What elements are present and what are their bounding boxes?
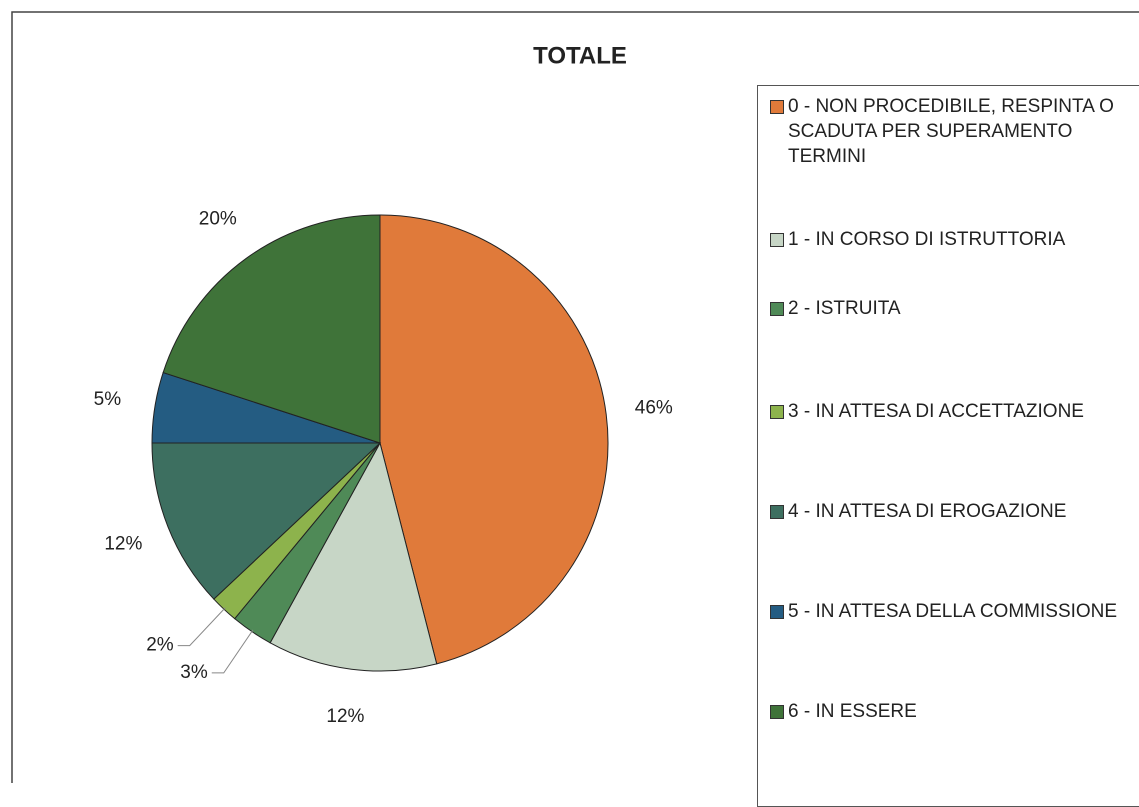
- legend-swatch: [770, 405, 784, 419]
- chart: TOTALE 46% 12% 3% 2% 12% 5% 20%: [11, 11, 1139, 783]
- pie-slice: [269, 441, 438, 672]
- legend-swatch: [770, 302, 784, 316]
- leader-line: [177, 607, 226, 647]
- legend-label: 4 - IN ATTESA DI EROGAZIONE: [788, 501, 1067, 522]
- legend-label: 1 - IN CORSO DI ISTRUTTORIA: [788, 229, 1066, 250]
- legend-swatch: [770, 605, 784, 619]
- data-label: 2%: [146, 635, 174, 656]
- data-label: 12%: [326, 706, 364, 727]
- legend-item: 1 - IN CORSO DI ISTRUTTORIA: [770, 227, 1139, 252]
- data-label: 20%: [199, 209, 237, 230]
- legend-label: 5 - IN ATTESA DELLA COMMISSIONE: [788, 601, 1118, 622]
- data-label: 5%: [94, 389, 122, 410]
- legend-label: 6 - IN ESSERE: [788, 701, 917, 722]
- page: {"chart_data": {"type": "pie", "title": …: [11, 11, 1139, 807]
- legend-item: 2 - ISTRUITA: [770, 296, 1139, 321]
- legend-item: 0 - NON PROCEDIBILE, RESPINTA O SCADUTA …: [770, 94, 1139, 169]
- data-label: 3%: [180, 662, 208, 683]
- legend: 0 - NON PROCEDIBILE, RESPINTA O SCADUTA …: [757, 85, 1139, 807]
- legend-swatch: [770, 100, 784, 114]
- legend-label: 0 - NON PROCEDIBILE, RESPINTA O SCADUTA …: [788, 96, 1114, 167]
- pie-slice: [379, 214, 609, 665]
- legend-item: 3 - IN ATTESA DI ACCETTAZIONE: [770, 399, 1139, 424]
- legend-label: 2 - ISTRUITA: [788, 298, 901, 319]
- data-label: 12%: [104, 534, 142, 555]
- legend-swatch: [770, 505, 784, 519]
- legend-swatch: [770, 233, 784, 247]
- legend-swatch: [770, 705, 784, 719]
- data-label: 46%: [635, 397, 673, 418]
- leader-line: [211, 629, 254, 674]
- legend-item: 5 - IN ATTESA DELLA COMMISSIONE: [770, 599, 1139, 624]
- chart-frame: [11, 11, 1139, 783]
- chart-title: TOTALE: [533, 42, 627, 69]
- pie-slice: [151, 442, 382, 600]
- pie-slice: [162, 214, 381, 444]
- legend-label: 3 - IN ATTESA DI ACCETTAZIONE: [788, 401, 1084, 422]
- legend-item: 6 - IN ESSERE: [770, 699, 1139, 724]
- legend-item: 4 - IN ATTESA DI EROGAZIONE: [770, 499, 1139, 524]
